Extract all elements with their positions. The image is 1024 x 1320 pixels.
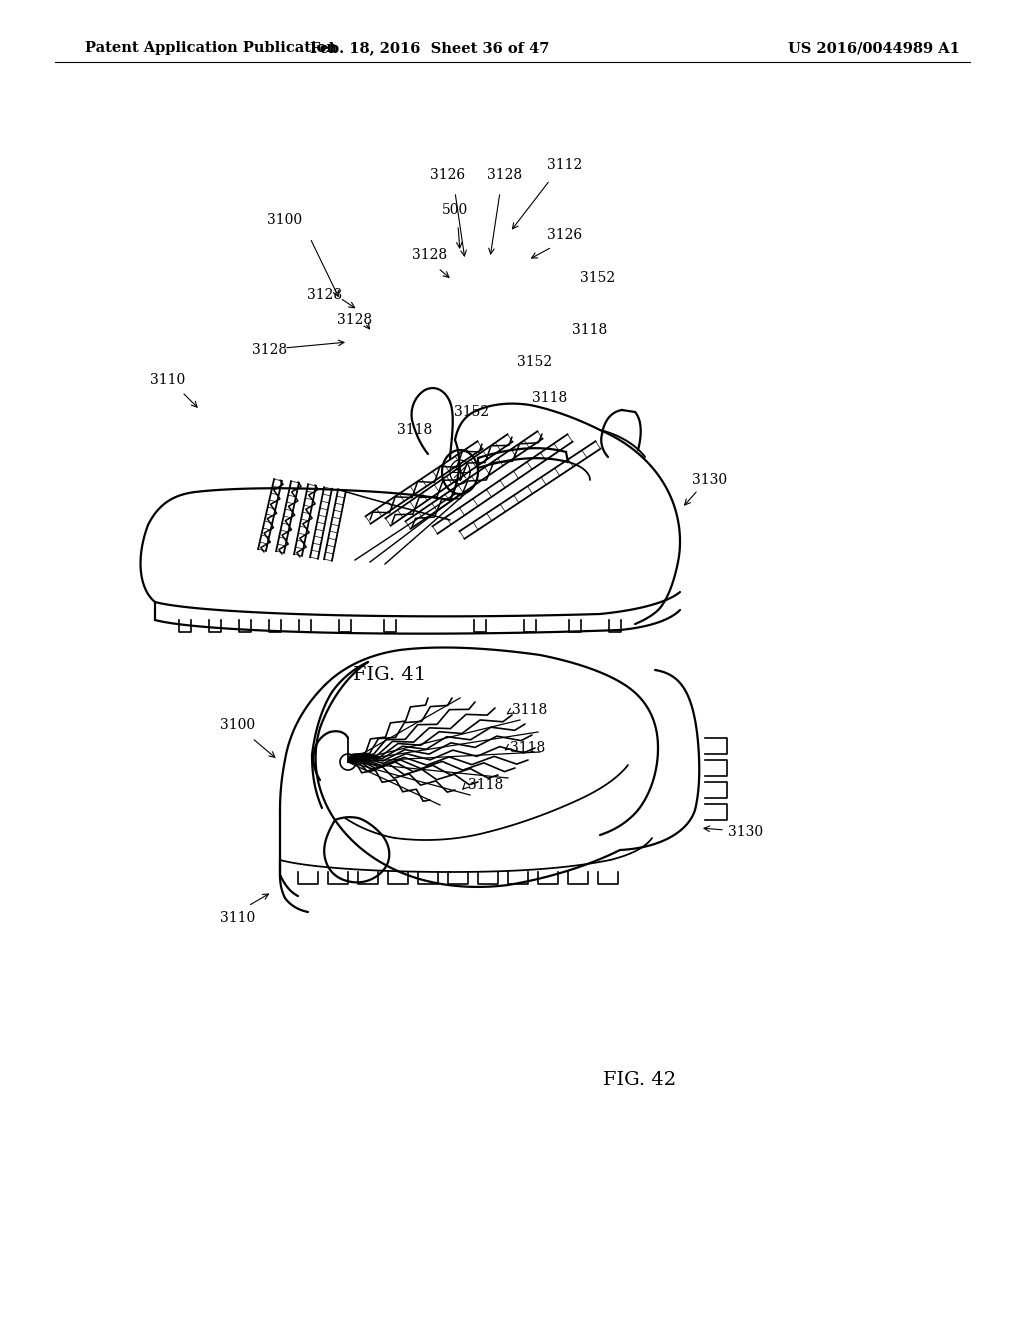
Text: 3118: 3118 xyxy=(397,422,432,437)
Text: 3126: 3126 xyxy=(430,168,466,182)
Text: 3128: 3128 xyxy=(338,313,373,327)
Text: 3130: 3130 xyxy=(728,825,763,840)
Text: 3152: 3152 xyxy=(517,355,553,370)
Text: 3128: 3128 xyxy=(253,343,288,356)
Text: FIG. 42: FIG. 42 xyxy=(603,1071,677,1089)
Text: 3118: 3118 xyxy=(532,391,567,405)
Text: 3152: 3152 xyxy=(455,405,489,418)
Text: 3118: 3118 xyxy=(510,741,545,755)
Text: Feb. 18, 2016  Sheet 36 of 47: Feb. 18, 2016 Sheet 36 of 47 xyxy=(310,41,550,55)
Text: 500: 500 xyxy=(442,203,468,216)
Text: 3130: 3130 xyxy=(692,473,728,487)
Text: 3128: 3128 xyxy=(487,168,522,182)
Text: 3110: 3110 xyxy=(151,374,185,387)
Text: 3110: 3110 xyxy=(220,911,256,925)
Text: 3118: 3118 xyxy=(572,323,607,337)
Text: 3100: 3100 xyxy=(267,213,302,227)
Text: 3112: 3112 xyxy=(548,158,583,172)
Text: US 2016/0044989 A1: US 2016/0044989 A1 xyxy=(788,41,961,55)
Text: 3118: 3118 xyxy=(468,777,503,792)
Text: 3100: 3100 xyxy=(220,718,256,733)
Text: 3128: 3128 xyxy=(413,248,447,261)
Text: Patent Application Publication: Patent Application Publication xyxy=(85,41,337,55)
Text: 3118: 3118 xyxy=(512,704,547,717)
Text: FIG. 41: FIG. 41 xyxy=(353,667,427,684)
Text: 3152: 3152 xyxy=(581,271,615,285)
Text: 3126: 3126 xyxy=(548,228,583,242)
Text: 3128: 3128 xyxy=(307,288,343,302)
